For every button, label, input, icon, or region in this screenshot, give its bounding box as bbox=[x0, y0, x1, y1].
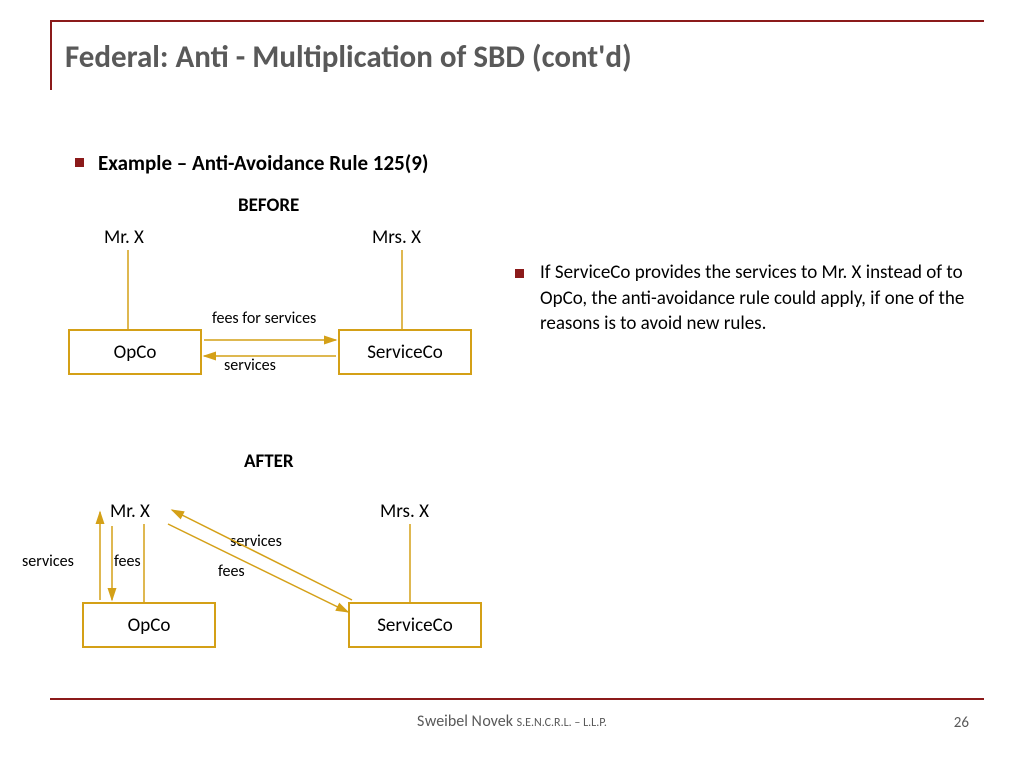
after-mrx-label: Mr. X bbox=[110, 500, 150, 523]
after-fees-diag-label: fees bbox=[218, 562, 245, 581]
slide-title: Federal: Anti - Multiplication of SBD (c… bbox=[65, 38, 632, 76]
after-mrsx-label: Mrs. X bbox=[380, 500, 429, 523]
diagram-arrows bbox=[0, 0, 1024, 768]
after-opco-box: OpCo bbox=[82, 602, 216, 648]
bullet-square-icon bbox=[75, 158, 84, 167]
body-text: If ServiceCo provides the services to Mr… bbox=[540, 260, 970, 337]
after-services-left-label: services bbox=[22, 552, 74, 571]
after-fees-left-label: fees bbox=[114, 552, 141, 571]
title-left-border bbox=[50, 20, 52, 90]
before-mrsx-label: Mrs. X bbox=[372, 226, 421, 249]
bullet-main-text: Example – Anti-Avoidance Rule 125(9) bbox=[98, 150, 428, 176]
page-number: 26 bbox=[954, 714, 969, 732]
before-services-label: services bbox=[224, 356, 276, 375]
after-serviceco-box: ServiceCo bbox=[348, 602, 482, 648]
before-fees-label: fees for services bbox=[212, 309, 316, 328]
before-serviceco-box: ServiceCo bbox=[338, 329, 472, 375]
after-label: AFTER bbox=[244, 450, 294, 473]
after-services-diag-label: services bbox=[230, 532, 282, 551]
body-bullet-icon bbox=[515, 269, 524, 278]
before-label: BEFORE bbox=[238, 194, 299, 217]
title-top-border bbox=[50, 20, 984, 22]
footer-text: Sweibel Novek S.E.N.C.R.L. – L.L.P. bbox=[0, 712, 1024, 731]
before-opco-box: OpCo bbox=[68, 329, 202, 375]
footer-divider bbox=[50, 698, 984, 700]
before-mrx-label: Mr. X bbox=[104, 226, 144, 249]
